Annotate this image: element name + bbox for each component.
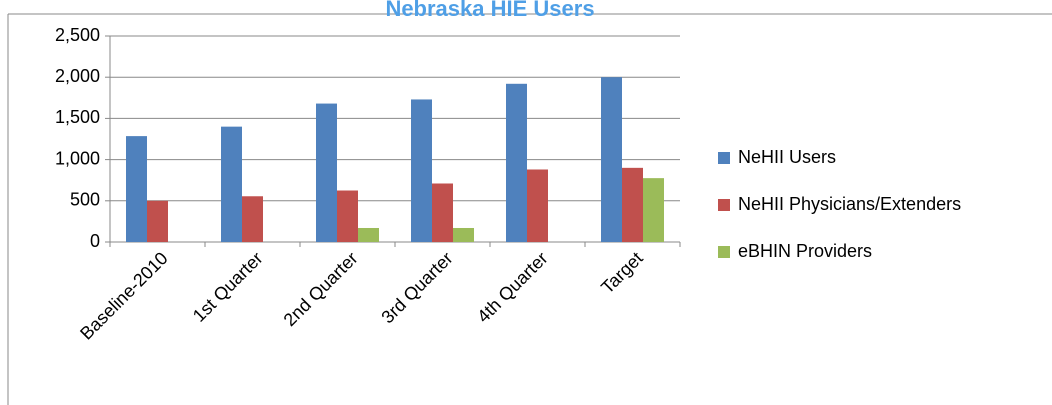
- legend-label: NeHII Physicians/Extenders: [738, 194, 961, 214]
- y-tick-label: 2,500: [55, 25, 100, 45]
- bar: [527, 169, 548, 242]
- x-tick-label: 2nd Quarter: [280, 248, 362, 330]
- x-tick-label: 3rd Quarter: [377, 248, 456, 327]
- bar: [643, 178, 664, 242]
- legend-swatch: [718, 152, 730, 164]
- y-tick-label: 1,000: [55, 148, 100, 168]
- y-tick-label: 2,000: [55, 66, 100, 86]
- bar: [358, 227, 379, 242]
- y-tick-label: 0: [90, 231, 100, 251]
- legend-swatch: [718, 246, 730, 258]
- bar: [432, 183, 453, 242]
- bar: [147, 200, 168, 242]
- x-tick-label: Baseline-2010: [76, 248, 172, 344]
- bar: [337, 190, 358, 242]
- y-tick-label: 500: [70, 190, 100, 210]
- legend-swatch: [718, 199, 730, 211]
- legend-label: eBHIN Providers: [738, 241, 872, 261]
- bar: [506, 83, 527, 243]
- y-tick-label: 1,500: [55, 107, 100, 127]
- chart-title: Nebraska HIE Users: [385, 0, 594, 21]
- x-tick-label: Target: [597, 248, 647, 298]
- bar: [221, 126, 242, 242]
- legend-label: NeHII Users: [738, 147, 836, 167]
- bar: [601, 77, 622, 242]
- bar: [242, 196, 263, 242]
- bar: [411, 99, 432, 242]
- x-tick-label: 1st Quarter: [189, 248, 267, 326]
- bar: [453, 227, 474, 242]
- x-tick-label: 4th Quarter: [473, 248, 552, 327]
- bar: [316, 103, 337, 243]
- bar: [622, 167, 643, 242]
- bar: [126, 136, 147, 242]
